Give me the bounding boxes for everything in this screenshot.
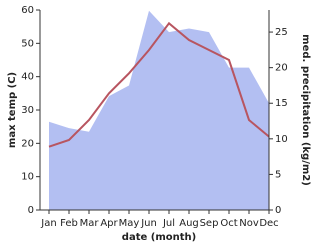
y-tick-label: 30 — [21, 105, 34, 116]
y2-tick-label: 25 — [275, 27, 288, 38]
y2-axis-label: med. precipitation (kg/m2) — [300, 34, 311, 186]
x-tick-label: Feb — [60, 218, 78, 229]
y-axis-label: max temp (C) — [7, 72, 18, 148]
x-tick-label: Dec — [259, 218, 278, 229]
y-tick-label: 10 — [21, 172, 34, 183]
x-tick-label: Nov — [239, 218, 259, 229]
x-tick-label: Aug — [179, 218, 199, 229]
y2-tick-label: 0 — [275, 205, 281, 216]
x-tick-label: Sep — [200, 218, 219, 229]
x-tick-label: Oct — [220, 218, 237, 229]
y-tick-label: 20 — [21, 138, 34, 149]
y-tick-label: 50 — [21, 38, 34, 49]
x-axis-label: date (month) — [122, 232, 196, 243]
x-tick-label: Jul — [162, 218, 175, 229]
precipitation-area — [49, 10, 269, 210]
temp-line — [48, 21, 270, 148]
y-tick-label: 60 — [21, 5, 34, 16]
x-tick-label: May — [119, 218, 140, 229]
y-tick-label: 40 — [21, 72, 34, 83]
y2-tick-label: 10 — [275, 134, 288, 145]
x-tick-label: Jan — [40, 218, 56, 229]
y2-tick-label: 5 — [275, 169, 281, 180]
x-tick-label: Apr — [100, 218, 118, 229]
x-tick-label: Jun — [140, 218, 157, 229]
y2-tick-label: 20 — [275, 63, 288, 74]
x-tick-label: Mar — [80, 218, 100, 229]
y-tick-label: 0 — [28, 205, 34, 216]
y2-tick-label: 15 — [275, 98, 288, 109]
